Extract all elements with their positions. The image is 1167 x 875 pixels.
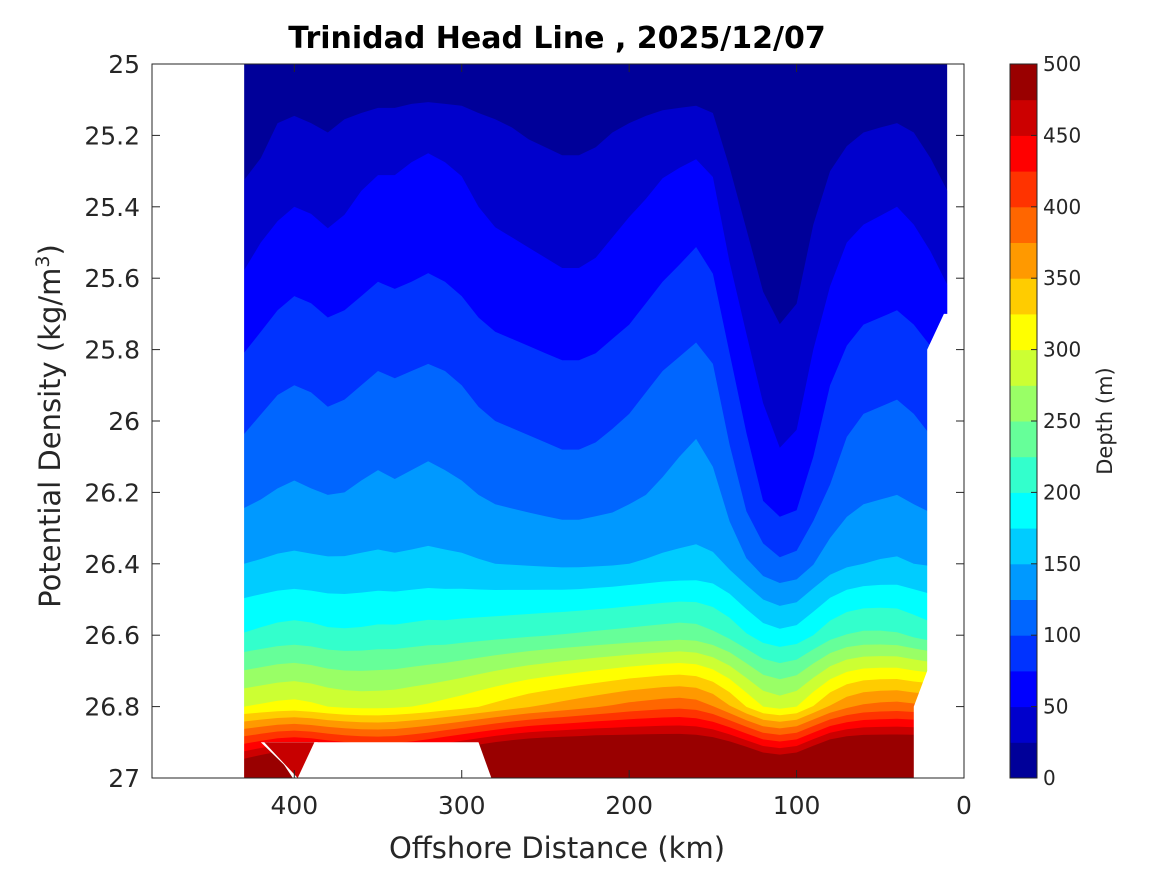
colorbar-band <box>1010 242 1037 279</box>
y-axis-label: Potential Density (kg/m3) <box>32 244 67 608</box>
y-axis-label-superscript: 3 <box>32 255 54 267</box>
y-axis-label-close: ) <box>33 244 67 255</box>
plot-area <box>151 63 965 779</box>
colorbar-ticks: 0 50 100 150 200 250 300 350 400 450 500 <box>1031 52 1081 790</box>
colorbar-bands <box>1010 64 1037 779</box>
colorbar-label: Depth (m) <box>1093 367 1117 474</box>
colorbar-band <box>1010 563 1037 600</box>
y-tick-label: 26.8 <box>84 693 140 722</box>
depth-contours <box>244 64 948 778</box>
y-tick-label: 26.2 <box>84 478 140 507</box>
colorbar-band <box>1010 742 1037 779</box>
colorbar-tick-label: 200 <box>1043 480 1081 504</box>
colorbar-band <box>1010 206 1037 243</box>
y-tick-label: 25.4 <box>84 193 140 222</box>
y-tick-label: 26 <box>108 407 140 436</box>
colorbar-tick-label: 50 <box>1043 695 1068 719</box>
colorbar-band <box>1010 278 1037 315</box>
no-data-regions <box>152 64 964 778</box>
colorbar-band <box>1010 421 1037 458</box>
no-data-region <box>269 742 492 778</box>
colorbar: 0 50 100 150 200 250 300 350 400 450 500 Depth (m) <box>1009 52 1117 790</box>
colorbar-tick-label: 500 <box>1043 52 1081 76</box>
colorbar-band <box>1010 599 1037 636</box>
colorbar-band <box>1010 313 1037 351</box>
x-tick-label: 200 <box>605 791 653 820</box>
colorbar-band <box>1010 706 1037 743</box>
y-tick-label: 25.8 <box>84 336 140 365</box>
colorbar-band <box>1010 99 1037 136</box>
colorbar-tick-label: 0 <box>1043 766 1056 790</box>
x-tick-label: 0 <box>956 791 972 820</box>
colorbar-tick-label: 250 <box>1043 409 1081 433</box>
y-tick-label: 26.4 <box>84 550 140 579</box>
y-axis-label-main: Potential Density (kg/m <box>33 268 67 608</box>
colorbar-tick-label: 300 <box>1043 338 1081 362</box>
x-tick-label: 400 <box>270 791 318 820</box>
y-axis-ticks: 25 25.2 25.4 25.6 25.8 26 26.2 26.4 26.6 26.8 27 <box>84 50 964 793</box>
no-data-region <box>947 64 964 778</box>
colorbar-band <box>1010 670 1037 708</box>
y-tick-label: 25 <box>108 50 140 79</box>
x-axis-ticks: 400 300 200 100 0 <box>270 64 972 820</box>
y-tick-label: 26.6 <box>84 621 140 650</box>
colorbar-band <box>1010 64 1037 101</box>
x-tick-label: 300 <box>438 791 486 820</box>
depth-band <box>264 742 315 778</box>
colorbar-tick-label: 350 <box>1043 266 1081 290</box>
colorbar-band <box>1010 635 1037 672</box>
no-data-region <box>152 64 245 778</box>
colorbar-band <box>1010 456 1037 493</box>
chart-title: Trinidad Head Line , 2025/12/07 <box>288 21 825 56</box>
colorbar-band <box>1010 385 1037 422</box>
colorbar-band <box>1010 171 1037 208</box>
colorbar-band <box>1010 528 1037 565</box>
y-tick-label: 25.2 <box>84 121 140 150</box>
colorbar-band <box>1010 492 1037 529</box>
colorbar-band <box>1010 135 1037 172</box>
colorbar-tick-label: 400 <box>1043 195 1081 219</box>
x-tick-label: 100 <box>773 791 821 820</box>
colorbar-tick-label: 100 <box>1043 623 1081 647</box>
colorbar-tick-label: 150 <box>1043 552 1081 576</box>
y-tick-label: 27 <box>108 764 140 793</box>
colorbar-tick-label: 450 <box>1043 123 1081 147</box>
y-tick-label: 25.6 <box>84 264 140 293</box>
colorbar-band <box>1010 349 1037 386</box>
x-axis-label: Offshore Distance (km) <box>389 831 725 865</box>
